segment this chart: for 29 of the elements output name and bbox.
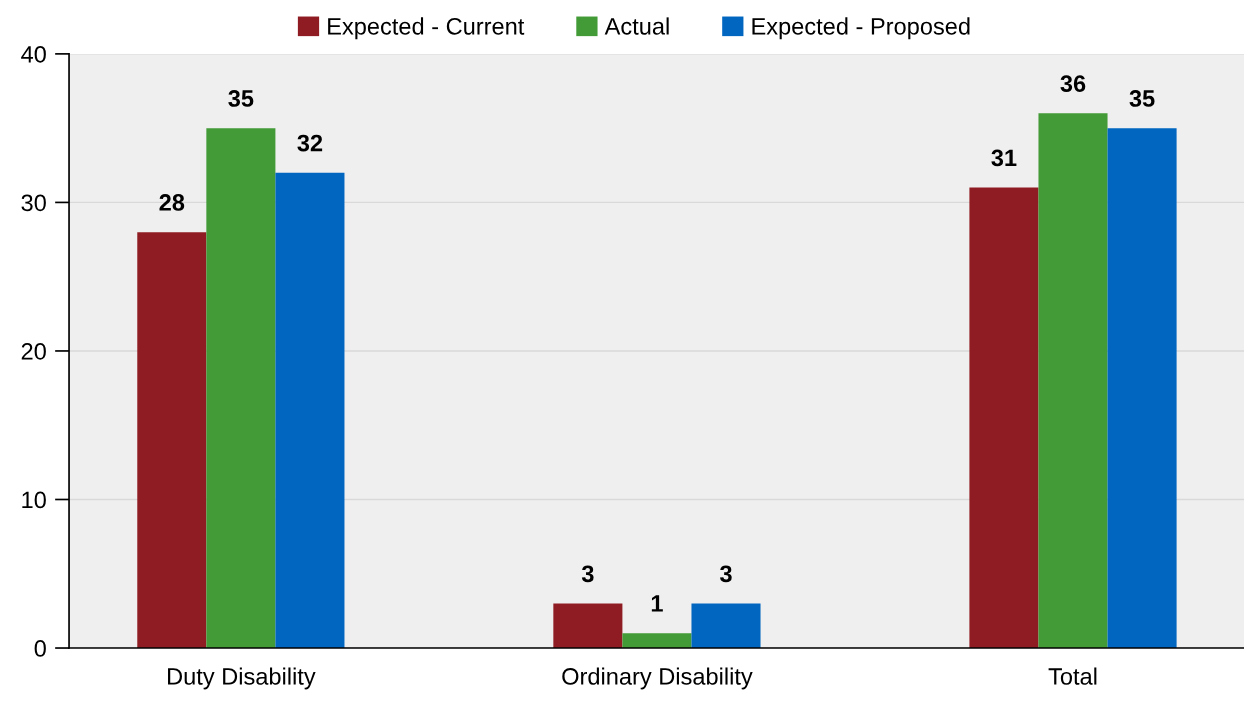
data-label: 35 <box>1129 90 1155 107</box>
bar <box>969 187 1039 649</box>
bar <box>622 633 692 649</box>
data-label: 35 <box>228 90 254 107</box>
legend-label: Actual <box>604 17 669 35</box>
data-label: 31 <box>991 149 1017 167</box>
data-label: 1 <box>651 595 663 612</box>
x-tick-label: Ordinary Disability <box>562 667 753 690</box>
x-tick-label: Duty Disability <box>168 667 316 690</box>
legend-label: Expected - Current <box>328 17 525 40</box>
y-tick-label: 30 <box>21 194 46 212</box>
data-label: 3 <box>719 565 732 583</box>
bar <box>275 172 345 649</box>
y-tick-label: 0 <box>34 640 46 657</box>
data-label: 3 <box>581 565 594 583</box>
y-tick-label: 40 <box>21 45 46 63</box>
bar <box>553 603 623 649</box>
legend-label: Expected - Proposed <box>752 17 970 40</box>
data-label: 28 <box>159 194 185 211</box>
bar <box>206 128 276 649</box>
bar <box>691 603 761 649</box>
bar <box>1038 113 1108 649</box>
y-tick-label: 10 <box>22 491 46 509</box>
bar <box>1107 128 1177 649</box>
y-tick-label: 20 <box>21 343 46 360</box>
bar <box>137 232 207 649</box>
x-tick-label: Total <box>1048 667 1097 685</box>
data-label: 32 <box>297 134 323 152</box>
data-label: 36 <box>1060 75 1086 92</box>
